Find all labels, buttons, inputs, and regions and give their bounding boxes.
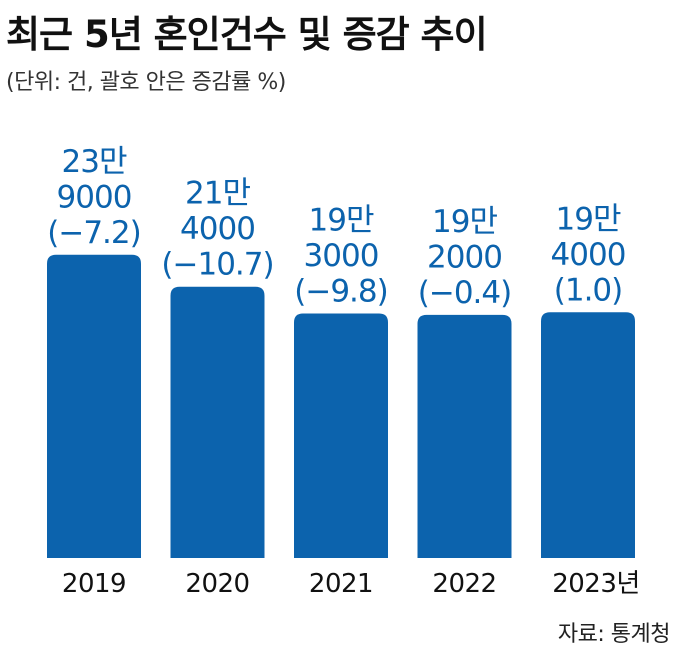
chart-title: 최근 5년 혼인건수 및 증감 추이 — [6, 13, 488, 56]
change-rate-label: (1.0) — [554, 272, 623, 308]
change-rate-label: (−9.8) — [294, 274, 387, 310]
change-rate-label: (−0.4) — [418, 275, 511, 311]
value-label: 3000 — [304, 238, 379, 274]
value-label: 4000 — [180, 211, 255, 247]
value-label: 23만 — [62, 144, 127, 180]
value-label: 2000 — [427, 239, 502, 275]
bar-2020 — [170, 286, 265, 558]
x-tick-label: 2023년 — [552, 569, 640, 599]
change-rate-label: (−7.2) — [47, 215, 140, 251]
chart-subtitle: (단위: 건, 괄호 안은 증감률 %) — [6, 70, 286, 95]
source-note: 자료: 통계청 — [557, 622, 671, 647]
bar-2022 — [417, 314, 512, 558]
bar-2023년 — [541, 312, 635, 558]
x-tick-label: 2021 — [309, 569, 373, 599]
x-tick-label: 2022 — [432, 569, 496, 599]
x-tick-label: 2020 — [185, 569, 249, 599]
value-label: 21만 — [185, 176, 250, 212]
change-rate-label: (−10.7) — [161, 247, 273, 283]
value-label: 19만 — [432, 204, 497, 240]
value-label: 19만 — [556, 201, 621, 237]
value-label: 4000 — [551, 237, 626, 273]
value-label: 9000 — [57, 179, 132, 215]
value-label: 19만 — [309, 203, 374, 239]
bar-2019 — [47, 254, 141, 558]
x-tick-label: 2019 — [62, 569, 126, 599]
bar-2021 — [294, 313, 388, 558]
